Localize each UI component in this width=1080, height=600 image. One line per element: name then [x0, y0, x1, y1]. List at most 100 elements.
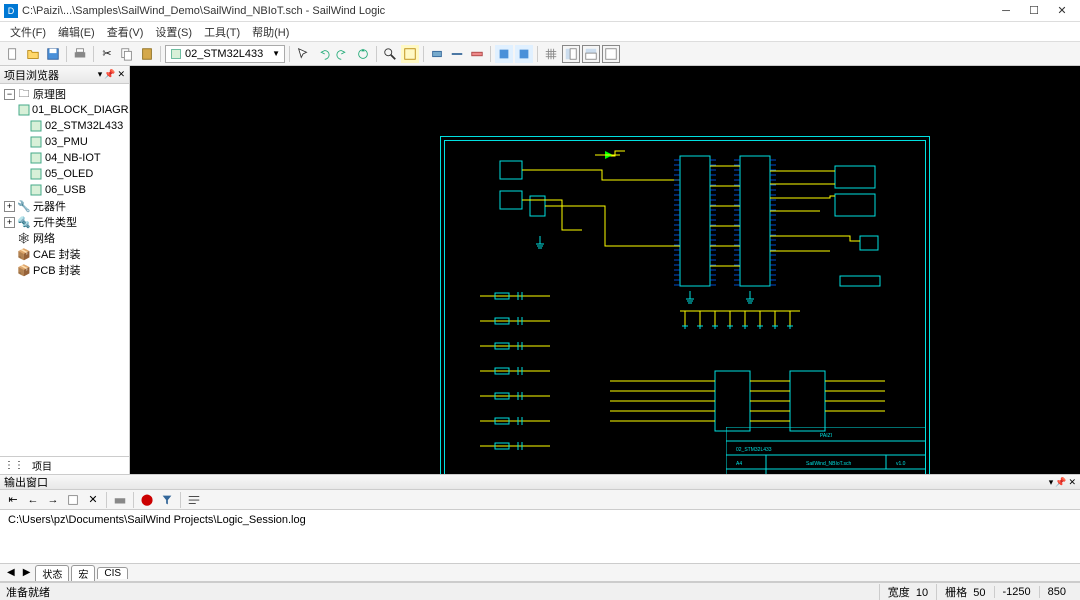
tb-rev: v1.0 [896, 461, 906, 467]
add-part-button[interactable] [428, 45, 446, 63]
schematic-canvas[interactable]: PAIZI 02_STM32L433 A4 SailWind_NBIoT.sch… [130, 66, 1080, 474]
schematic-sheet: PAIZI 02_STM32L433 A4 SailWind_NBIoT.sch… [440, 136, 930, 474]
tree-group-pcb[interactable]: 📦PCB 封装 [2, 262, 127, 278]
component-icon: 🔧 [17, 200, 31, 212]
panel-dropdown-icon[interactable]: ▾ [1049, 477, 1054, 488]
tree-page[interactable]: 05_OLED [2, 166, 127, 182]
page-icon [29, 136, 43, 148]
output-clear-button[interactable]: ✕ [84, 491, 102, 509]
zoom-fit-button[interactable] [401, 45, 419, 63]
tb-file: SailWind_NBIoT.sch [806, 461, 852, 467]
output-print-button[interactable] [111, 491, 129, 509]
layer1-button[interactable] [495, 45, 513, 63]
output-toolbar: ⇤ ← → ✕ ⬤ [0, 490, 1080, 510]
output-tab-cis[interactable]: CIS [97, 567, 128, 579]
type-icon: 🔩 [17, 216, 31, 228]
tabs-grip-icon: ⋮⋮ [4, 460, 24, 471]
panel-close-icon[interactable]: ✕ [1068, 477, 1076, 488]
add-net-button[interactable] [468, 45, 486, 63]
open-button[interactable] [24, 45, 42, 63]
tab-project[interactable]: 项目 [28, 458, 56, 473]
tb-company: PAIZI [820, 433, 832, 439]
tree-group-cae[interactable]: 📦CAE 封装 [2, 246, 127, 262]
tree-page[interactable]: 06_USB [2, 182, 127, 198]
pcb-icon: 📦 [17, 264, 31, 276]
redo-button[interactable] [334, 45, 352, 63]
project-browser-title: 项目浏览器 ▾ 📌 ✕ [0, 66, 129, 84]
refresh-button[interactable] [354, 45, 372, 63]
app-icon: D [4, 4, 18, 18]
tree-page[interactable]: 04_NB-IOT [2, 150, 127, 166]
sheet-selector[interactable]: 02_STM32L433 ▼ [165, 45, 285, 63]
cursor-tool[interactable] [294, 45, 312, 63]
output-panel: 输出窗口 ▾ 📌 ✕ ⇤ ← → ✕ ⬤ C:\Users\pz\Documen… [0, 474, 1080, 582]
add-wire-button[interactable] [448, 45, 466, 63]
title-bar: D C:\Paizi\...\Samples\SailWind_Demo\Sai… [0, 0, 1080, 22]
output-nav-left-icon[interactable]: ◀ [4, 567, 18, 578]
undo-button[interactable] [314, 45, 332, 63]
menu-file[interactable]: 文件(F) [4, 24, 52, 40]
tree-page[interactable]: 03_PMU [2, 134, 127, 150]
panel-bottom-tabs: ⋮⋮ 项目 [0, 456, 129, 474]
output-filter-button[interactable] [158, 491, 176, 509]
menu-view[interactable]: 查看(V) [101, 24, 150, 40]
expand-icon[interactable]: + [4, 201, 15, 212]
output-log[interactable]: C:\Users\pz\Documents\SailWind Projects\… [0, 510, 1080, 564]
menu-help[interactable]: 帮助(H) [246, 24, 295, 40]
output-wrap-button[interactable] [185, 491, 203, 509]
status-coord-x: -1250 [994, 586, 1039, 598]
menu-tools[interactable]: 工具(T) [198, 24, 246, 40]
net-icon: 🕸 [17, 232, 31, 244]
panel3-button[interactable] [602, 45, 620, 63]
print-button[interactable] [71, 45, 89, 63]
output-copy-button[interactable] [64, 491, 82, 509]
expand-icon[interactable]: + [4, 217, 15, 228]
main-toolbar: ✂ 02_STM32L433 ▼ [0, 42, 1080, 66]
maximize-button[interactable]: ☐ [1020, 1, 1048, 21]
project-tree[interactable]: − 🗀 原理图 01_BLOCK_DIAGRAM 02_STM32L433 03… [0, 84, 129, 456]
output-nav-first-button[interactable]: ⇤ [4, 491, 22, 509]
tree-group-types[interactable]: +🔩元件类型 [2, 214, 127, 230]
page-icon [29, 184, 43, 196]
window-title: C:\Paizi\...\Samples\SailWind_Demo\SailW… [22, 5, 992, 17]
paste-button[interactable] [138, 45, 156, 63]
cut-button[interactable]: ✂ [98, 45, 116, 63]
page-icon [29, 152, 43, 164]
menu-bar: 文件(F) 编辑(E) 查看(V) 设置(S) 工具(T) 帮助(H) [0, 22, 1080, 42]
output-nav-next-button[interactable]: → [44, 491, 62, 509]
panel2-button[interactable] [582, 45, 600, 63]
tb-sheet: 02_STM32L433 [736, 447, 772, 453]
output-find-button[interactable]: ⬤ [138, 491, 156, 509]
tree-group-nets[interactable]: 🕸网络 [2, 230, 127, 246]
grid-button[interactable] [542, 45, 560, 63]
status-width-label: 宽度 10 [879, 584, 936, 600]
tree-root-schematic[interactable]: − 🗀 原理图 [2, 86, 127, 102]
output-tab-macro[interactable]: 宏 [71, 565, 95, 581]
panel1-button[interactable] [562, 45, 580, 63]
page-icon [29, 120, 43, 132]
layer2-button[interactable] [515, 45, 533, 63]
menu-edit[interactable]: 编辑(E) [52, 24, 101, 40]
panel-dropdown-icon[interactable]: ▾ [98, 69, 103, 80]
collapse-icon[interactable]: − [4, 89, 15, 100]
tb-size: A4 [736, 461, 742, 467]
output-nav-right-icon[interactable]: ▶ [20, 567, 34, 578]
new-button[interactable] [4, 45, 22, 63]
cae-icon: 📦 [17, 248, 31, 260]
output-tab-status[interactable]: 状态 [35, 565, 69, 581]
panel-close-icon[interactable]: ✕ [117, 69, 125, 80]
panel-pin-icon[interactable]: 📌 [1055, 477, 1066, 488]
zoom-button[interactable] [381, 45, 399, 63]
close-button[interactable]: ✕ [1048, 1, 1076, 21]
tree-page[interactable]: 01_BLOCK_DIAGRAM [2, 102, 127, 118]
status-bar: 准备就绪 宽度 10 栅格 50 -1250 850 [0, 582, 1080, 600]
panel-pin-icon[interactable]: 📌 [104, 69, 115, 80]
save-button[interactable] [44, 45, 62, 63]
tree-group-components[interactable]: +🔧元器件 [2, 198, 127, 214]
copy-button[interactable] [118, 45, 136, 63]
output-panel-title: 输出窗口 ▾ 📌 ✕ [0, 474, 1080, 490]
minimize-button[interactable]: ─ [992, 1, 1020, 21]
menu-settings[interactable]: 设置(S) [149, 24, 198, 40]
output-nav-prev-button[interactable]: ← [24, 491, 42, 509]
tree-page[interactable]: 02_STM32L433 [2, 118, 127, 134]
